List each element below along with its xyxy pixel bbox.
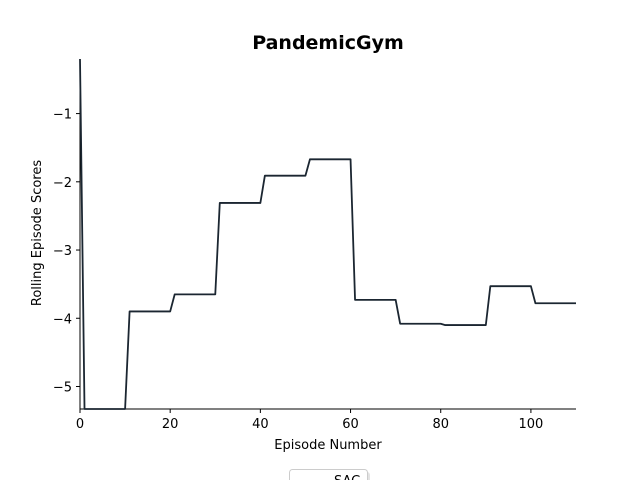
x-tick-label: 20 <box>162 417 179 432</box>
x-tick-label: 0 <box>76 417 84 432</box>
legend: SAC <box>289 469 370 484</box>
series-line-sac <box>79 58 576 410</box>
y-tick-label: −3 <box>53 244 72 259</box>
x-tick-label: 40 <box>252 417 269 432</box>
chart-title: PandemicGym <box>252 32 404 54</box>
x-tick-label: 60 <box>342 417 359 432</box>
y-axis-label: Rolling Episode Scores <box>30 160 45 306</box>
axes <box>79 59 576 410</box>
series-lines <box>79 58 576 410</box>
y-tick-label: −4 <box>53 312 72 327</box>
legend-label: SAC <box>334 474 360 480</box>
x-tick-label: 100 <box>518 417 543 432</box>
y-tick-label: −5 <box>53 380 72 395</box>
y-tick-label: −2 <box>53 176 72 191</box>
x-axis-label: Episode Number <box>274 438 382 453</box>
x-tick-label: 80 <box>432 417 449 432</box>
axis-ticks: 0 20 40 60 80 100 −5 −4 −3 −2 −1 <box>53 108 543 432</box>
y-tick-label: −1 <box>53 108 72 123</box>
